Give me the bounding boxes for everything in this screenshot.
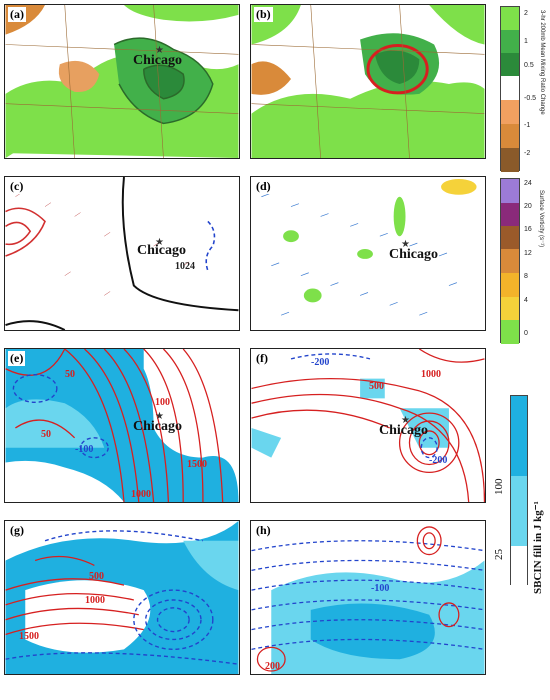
chicago-star-icon: ★ — [155, 237, 164, 248]
contour-label-4: 1500 — [187, 459, 207, 470]
city-label-chicago: Chicago — [137, 243, 186, 258]
mixing-tick-3: -0.5 — [524, 95, 537, 102]
panel-f: (f) ★ Chicago -200 500 1000 -200 — [250, 348, 486, 503]
vorticity-colorbar-title: Surface Vorticity (s⁻¹) — [538, 190, 544, 248]
mixing-colorbar-title: 3-hr 200mb Mean Mixing Ratio Change — [539, 10, 545, 115]
vort-swatch-3 — [501, 226, 519, 249]
contour-label-1: 50 — [65, 369, 75, 380]
sbcin-tick-100: 100 — [493, 478, 505, 496]
contour-label-3: 500 — [89, 571, 104, 582]
mixing-tick-0: 2 — [524, 10, 528, 17]
mixing-swatch-2 — [501, 30, 519, 53]
panel-g-label: (g) — [8, 523, 26, 538]
panel-a: (a) ★ Chicago — [4, 4, 240, 159]
vort-tick-1: 20 — [524, 203, 532, 210]
sbcin-tick-25: 25 — [493, 549, 505, 560]
contour-label-1: -200 — [311, 357, 330, 368]
panel-h-map — [251, 521, 485, 674]
panel-h-label: (h) — [254, 523, 273, 538]
panel-d: (d) ★ Chicago — [250, 176, 486, 331]
vort-tick-5: 4 — [524, 297, 528, 304]
chicago-star-icon: ★ — [155, 411, 164, 422]
vort-swatch-2 — [501, 203, 519, 226]
vort-swatch-5 — [501, 273, 519, 297]
contour-label-2: 1500 — [19, 631, 39, 642]
vorticity-colorbar — [500, 178, 520, 344]
chicago-star-icon: ★ — [155, 45, 164, 56]
city-label-chicago: Chicago — [133, 419, 182, 434]
panel-e-label: (e) — [8, 351, 26, 366]
sbcin-swatch-2 — [511, 476, 527, 546]
contour-label-4: -200 — [429, 455, 448, 466]
vort-swatch-6 — [501, 297, 519, 320]
mixing-swatch-4 — [501, 76, 519, 100]
vort-tick-2: 16 — [524, 226, 532, 233]
vort-tick-6: 0 — [524, 330, 528, 337]
chicago-star-icon: ★ — [401, 415, 410, 426]
isobar-label: 1024 — [175, 261, 195, 272]
panel-d-map — [251, 177, 485, 330]
panel-e-map — [5, 349, 239, 502]
contour-label-3: 1000 — [131, 489, 151, 500]
sbcin-colorbar-title: SBCIN fill in J kg⁻¹ — [532, 501, 544, 594]
panel-c-label: (c) — [8, 179, 26, 194]
mixing-tick-4: -1 — [524, 122, 531, 129]
vort-tick-4: 8 — [524, 273, 528, 280]
mixing-swatch-3 — [501, 53, 519, 76]
city-label-chicago: Chicago — [133, 53, 182, 68]
panel-h: (h) 200 -100 — [250, 520, 486, 675]
vort-swatch-1 — [501, 179, 519, 203]
panel-c-map — [5, 177, 239, 330]
panel-a-label: (a) — [8, 7, 26, 22]
panel-c: (c) ★ Chicago 1024 — [4, 176, 240, 331]
panel-b-map — [251, 5, 485, 158]
panel-b: (b) — [250, 4, 486, 159]
panel-g-map — [5, 521, 239, 674]
vort-swatch-4 — [501, 249, 519, 273]
city-label-chicago: Chicago — [379, 423, 428, 438]
panel-d-label: (d) — [254, 179, 273, 194]
mixing-tick-1: 1 — [524, 38, 528, 45]
sbcin-swatch-3 — [511, 546, 527, 586]
mixing-tick-5: -2 — [524, 150, 531, 157]
sbcin-colorbar — [510, 395, 528, 586]
panel-g: (g) 1000 1500 500 — [4, 520, 240, 675]
mixing-swatch-7 — [501, 148, 519, 172]
contour-label-5: 100 — [155, 397, 170, 408]
contour-label-2: 500 — [369, 381, 384, 392]
chicago-star-icon: ★ — [401, 239, 410, 250]
vort-tick-3: 12 — [524, 250, 532, 257]
contour-label-6: 50 — [41, 429, 51, 440]
contour-label-1: 1000 — [85, 595, 105, 606]
panel-f-label: (f) — [254, 351, 270, 366]
contour-label-3: 1000 — [421, 369, 441, 380]
mixing-ratio-colorbar — [500, 6, 520, 172]
sbcin-swatch-1 — [511, 396, 527, 476]
mixing-swatch-6 — [501, 124, 519, 148]
contour-label-1: 200 — [265, 661, 280, 672]
vort-swatch-7 — [501, 320, 519, 344]
mixing-tick-2: 0.5 — [524, 62, 534, 69]
panel-a-map — [5, 5, 239, 158]
mixing-swatch-5 — [501, 100, 519, 124]
panel-b-label: (b) — [254, 7, 273, 22]
mixing-swatch-1 — [501, 7, 519, 30]
city-label-chicago: Chicago — [389, 247, 438, 262]
contour-label-2: -100 — [75, 444, 94, 455]
contour-label-2: -100 — [371, 583, 390, 594]
vort-tick-0: 24 — [524, 180, 532, 187]
panel-e: (e) ★ Chicago 50 -100 1000 1500 100 50 — [4, 348, 240, 503]
panel-f-map — [251, 349, 485, 502]
